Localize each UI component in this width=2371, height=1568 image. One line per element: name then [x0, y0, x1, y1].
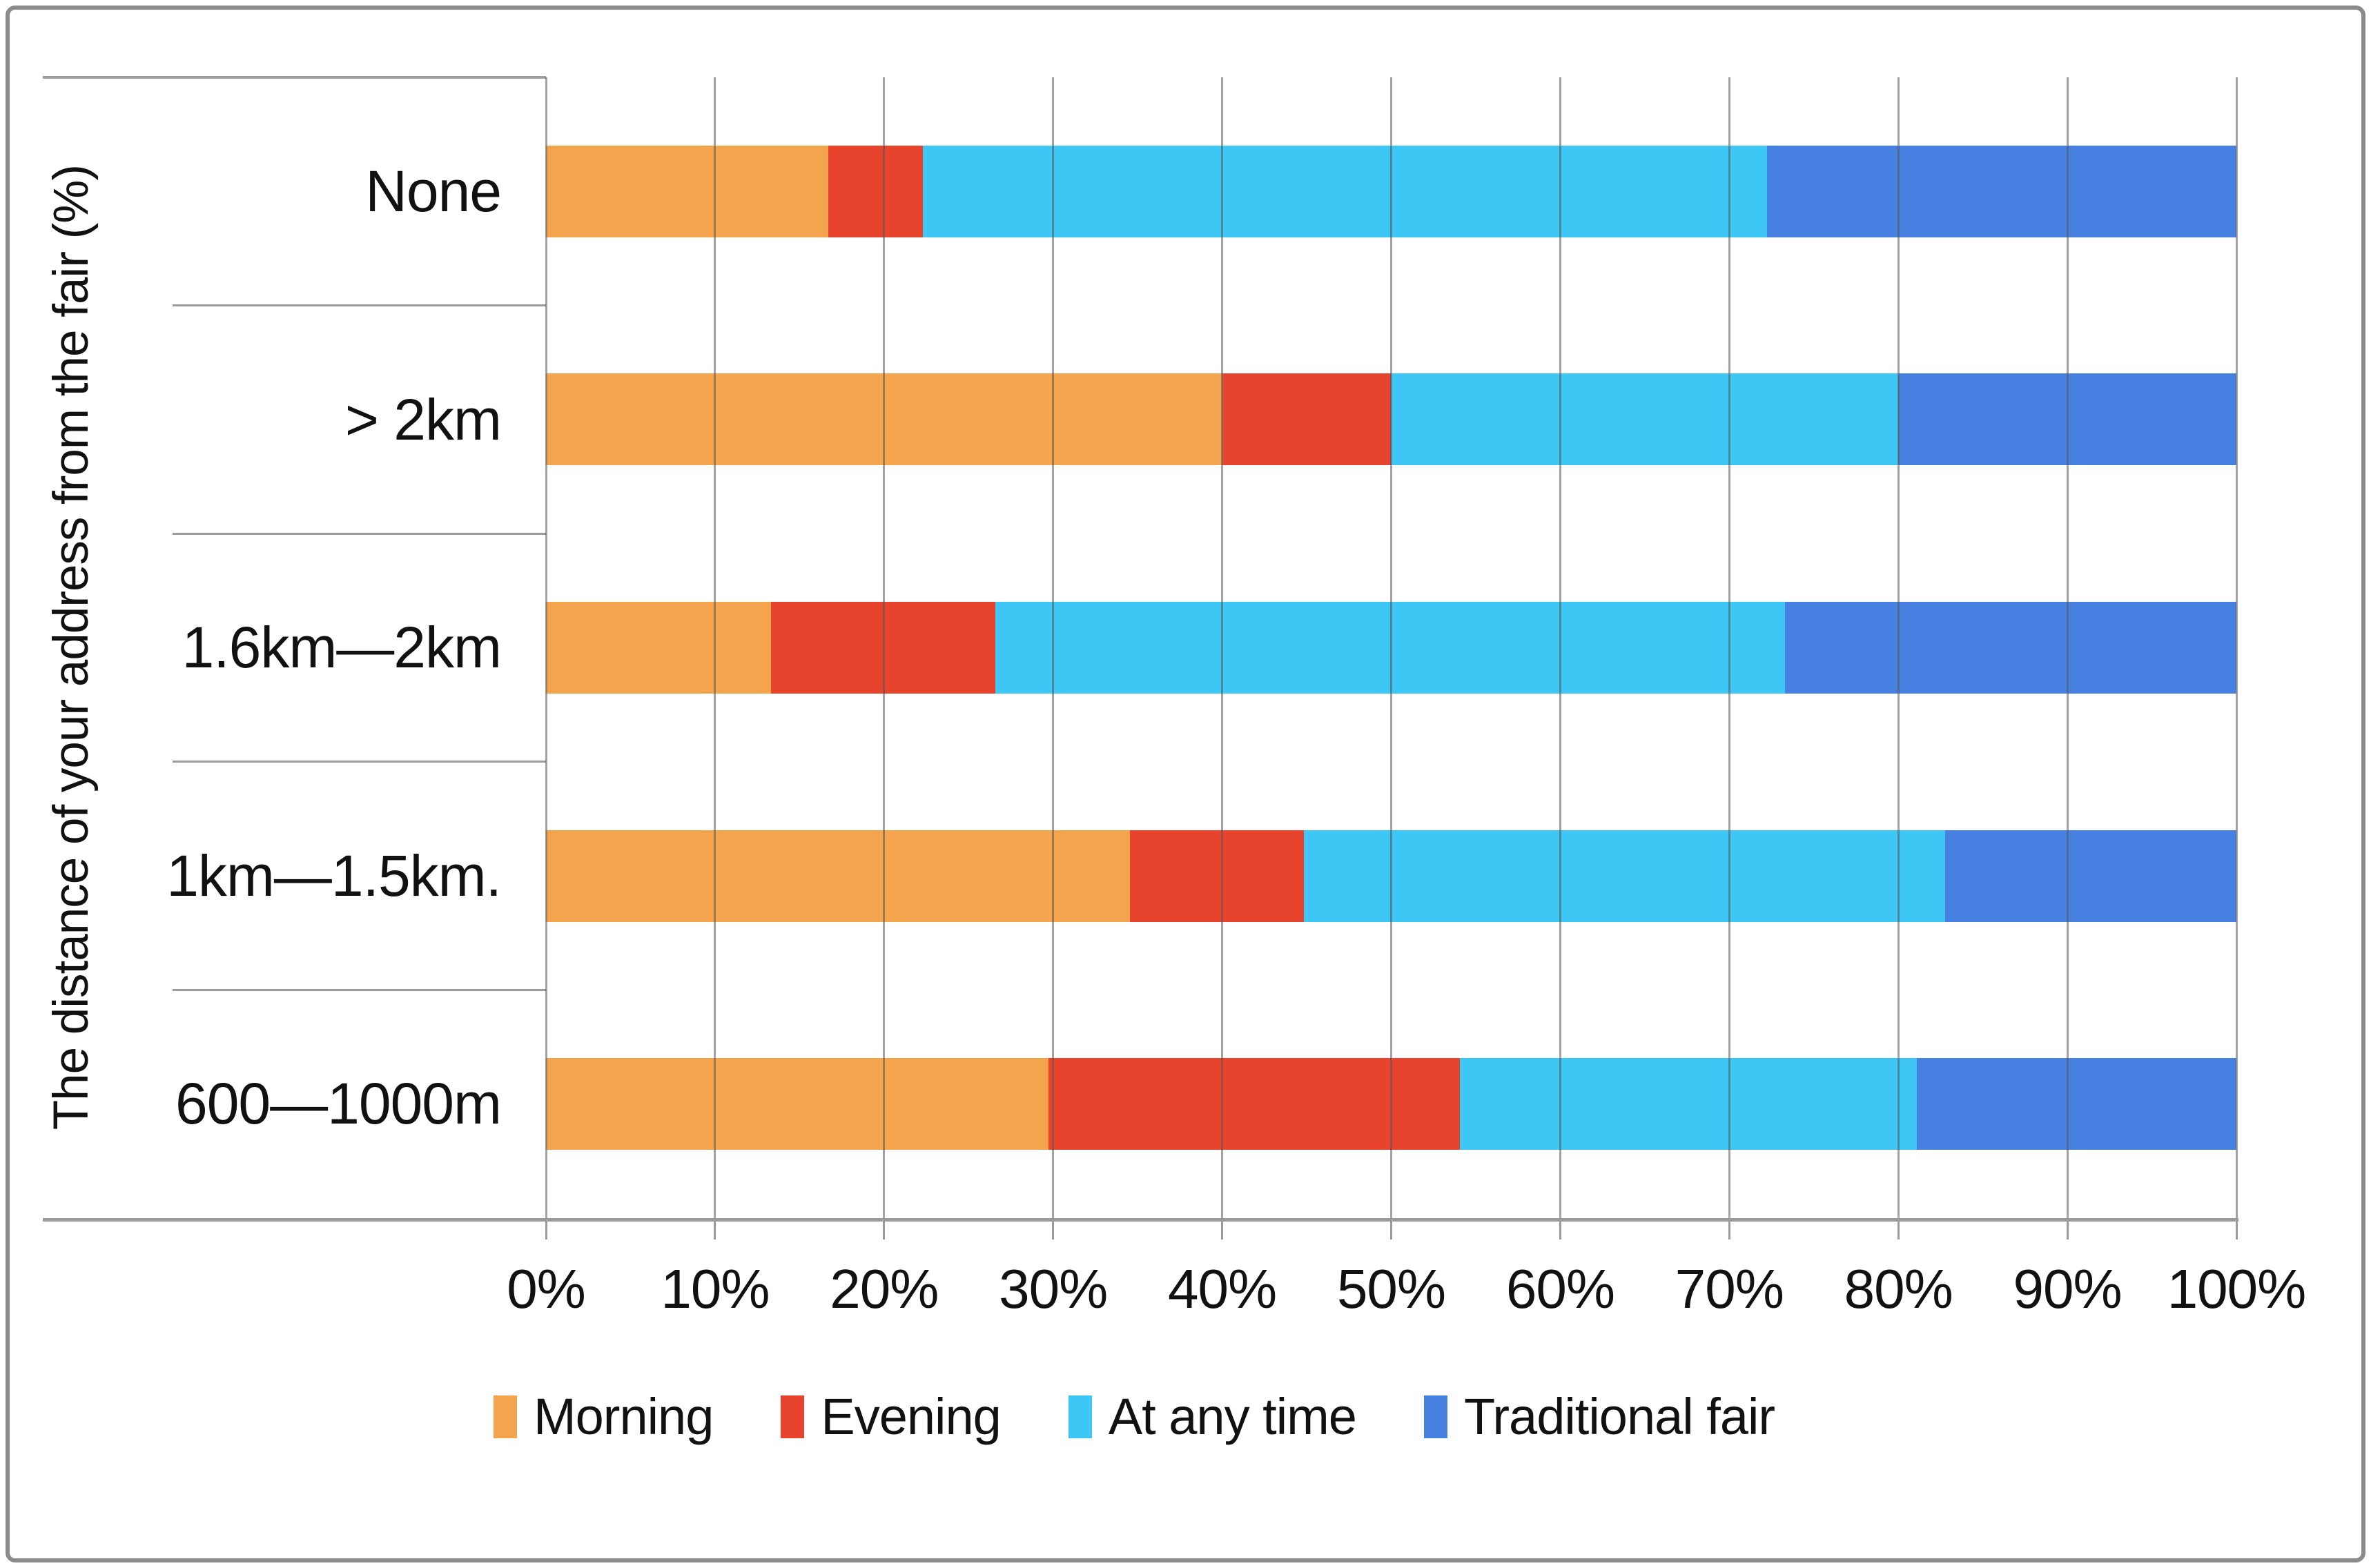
gridline [1390, 77, 1392, 1218]
x-axis-tick [545, 1222, 547, 1239]
x-axis-tick [883, 1222, 886, 1239]
x-axis-tick-label: 40% [1168, 1258, 1277, 1320]
x-axis-tick-label: 20% [830, 1258, 939, 1320]
category-label: > 2km [344, 386, 502, 452]
gridline [883, 77, 886, 1218]
legend-item-evening: Evening [781, 1387, 1002, 1446]
x-axis-tick-label: 80% [1844, 1258, 1953, 1320]
gridline [2235, 77, 2238, 1218]
bar-segment-evening [1129, 830, 1305, 922]
x-axis-tick-label: 90% [2013, 1258, 2123, 1320]
bar-segment-morning [546, 1058, 1049, 1150]
bar-row [546, 145, 2236, 237]
x-axis-tick [1728, 1222, 1730, 1239]
x-axis-tick [1221, 1222, 1224, 1239]
x-axis-tick-label: 0% [507, 1258, 586, 1320]
category-label: 600—1000m [175, 1071, 502, 1137]
gridline [1897, 77, 1900, 1218]
bar-segment-traditional-fair [1766, 145, 2236, 237]
x-axis-tick-label: 100% [2167, 1258, 2307, 1320]
legend-swatch [494, 1395, 517, 1438]
x-axis-tick-label: 30% [999, 1258, 1108, 1320]
bar-segment-at-any-time [1459, 1058, 1917, 1150]
gridline [1052, 77, 1055, 1218]
x-axis-tick [714, 1222, 716, 1239]
legend-item-traditional-fair: Traditional fair [1423, 1387, 1775, 1446]
x-axis-line [43, 1218, 2238, 1222]
x-axis-tick [1897, 1222, 1900, 1239]
bar-segment-traditional-fair [1945, 830, 2236, 922]
plot-area [545, 77, 2238, 1218]
y-axis-title: The distance of your address from the fa… [43, 165, 99, 1130]
bar-segment-at-any-time [922, 145, 1767, 237]
category-label: 1km—1.5km. [166, 843, 502, 908]
x-axis-tick-label: 60% [1505, 1258, 1615, 1320]
legend-label: Traditional fair [1463, 1388, 1775, 1445]
category-row-separator [173, 761, 546, 763]
category-row-separator [173, 988, 546, 991]
bar-segment-at-any-time [1391, 373, 1899, 466]
legend-label: Evening [821, 1388, 1001, 1445]
gridline [545, 77, 547, 1218]
bar-row [546, 830, 2236, 922]
legend-label: Morning [534, 1388, 714, 1445]
x-axis-tick-label: 70% [1675, 1258, 1784, 1320]
legend-label: At any time [1108, 1388, 1357, 1445]
bar-segment-morning [546, 145, 828, 237]
gridline [2066, 77, 2069, 1218]
gridline [1728, 77, 1730, 1218]
category-label: 1.6km—2km [182, 615, 502, 680]
legend: Morning Evening At any time Traditional fai… [494, 1387, 1775, 1446]
category-axis-top-line [43, 76, 546, 79]
x-axis-tick [2235, 1222, 2238, 1239]
bar-segment-traditional-fair [1916, 1058, 2236, 1150]
bar-segment-evening [1048, 1058, 1460, 1150]
x-axis-tick [1559, 1222, 1561, 1239]
x-axis-tick-label: 10% [661, 1258, 770, 1320]
legend-swatch [781, 1395, 805, 1438]
x-axis-tick [1390, 1222, 1392, 1239]
legend-swatch [1068, 1395, 1092, 1438]
legend-swatch [1423, 1395, 1447, 1438]
legend-item-at-any-time: At any time [1068, 1387, 1357, 1446]
category-row-separator [173, 532, 546, 535]
bar-segment-morning [546, 830, 1130, 922]
x-axis-tick-label: 50% [1336, 1258, 1446, 1320]
gridline [1559, 77, 1561, 1218]
gridline [1221, 77, 1224, 1218]
bar-segment-at-any-time [1304, 830, 1946, 922]
category-label: None [365, 159, 502, 224]
legend-item-morning: Morning [494, 1387, 714, 1446]
x-axis-tick [1052, 1222, 1055, 1239]
bar-segment-morning [546, 602, 771, 694]
bar-segment-evening [828, 145, 923, 237]
x-axis-tick [2066, 1222, 2069, 1239]
bar-segment-evening [1222, 373, 1392, 466]
category-row-separator [173, 304, 546, 307]
gridline [714, 77, 716, 1218]
bar-segment-traditional-fair [1785, 602, 2236, 694]
